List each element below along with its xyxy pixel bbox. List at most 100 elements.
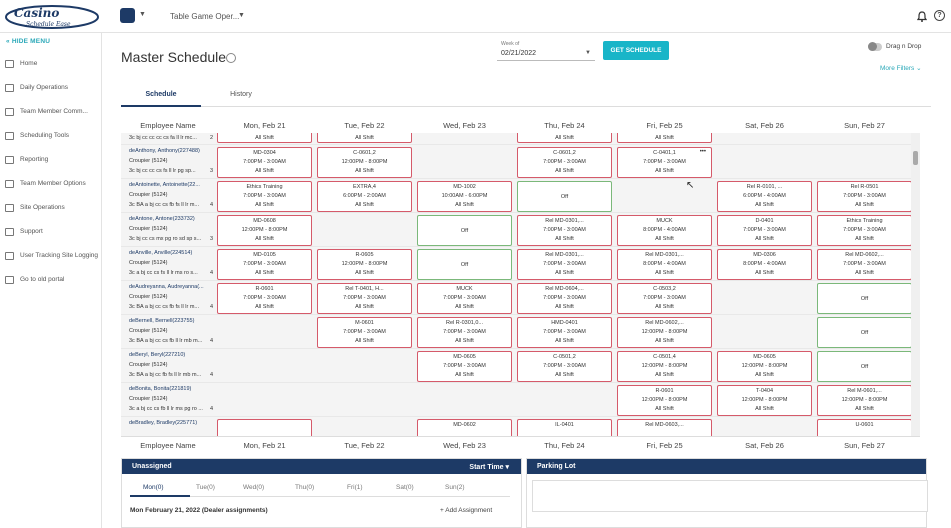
get-schedule-button[interactable]: GET SCHEDULE [603,41,669,60]
shift-cell[interactable]: MD-1002 10:00AM - 6:00PM All Shift [417,181,512,212]
app-switcher-icon[interactable] [120,8,135,23]
grid-scrollbar[interactable] [911,133,920,436]
employee-name[interactable]: deBradley, Bradley(225771) [129,420,198,426]
week-select[interactable]: 02/21/2022 ▼ [497,44,595,61]
shift-cell[interactable]: C-0501,4 12:00PM - 8:00PM All Shift [617,351,712,382]
shift-cell[interactable]: Rel M-0601,... 12:00PM - 8:00PM All Shift [817,385,911,416]
shift-cell[interactable]: MUCK 7:00PM - 3:00AM All Shift [417,283,512,314]
shift-cell[interactable]: R-0605 12:00PM - 8:00PM All Shift [317,249,412,280]
day-tab[interactable]: Fri(1) [347,484,363,491]
off-cell[interactable]: Off [817,283,911,314]
shift-cell[interactable]: All Shift [217,133,312,143]
employee-name-header[interactable]: Employee Name [140,441,196,450]
sidebar-item-8[interactable]: User Tracking Site Logging [0,249,102,265]
employee-name[interactable]: deBeryl, Beryl(227210) [129,352,186,358]
sidebar-item-3[interactable]: Scheduling Tools [0,129,102,145]
shift-cell[interactable]: T-0404 12:00PM - 8:00PM All Shift [717,385,812,416]
hide-menu-button[interactable]: « HIDE MENU [6,38,51,45]
shift-cell[interactable]: MD-0605 12:00PM - 8:00PM All Shift [717,351,812,382]
scrollbar-thumb[interactable] [913,151,918,165]
shift-cell[interactable]: Ethics Training 7:00PM - 3:00AM All Shift [817,215,911,246]
sidebar-item-9[interactable]: Go to old portal [0,273,102,289]
employee-name[interactable]: deAntone, Antone(233732) [129,216,195,222]
sidebar-item-4[interactable]: Reporting [0,153,102,169]
shift-cell[interactable]: HMD-0401 7:00PM - 3:00AM All Shift [517,317,612,348]
more-options-icon[interactable]: ••• [699,149,706,155]
shift-cell[interactable]: All Shift [317,133,412,143]
app-title[interactable]: Table Game Oper... [170,12,240,21]
shift-cell[interactable]: M-0601 7:00PM - 3:00AM All Shift [317,317,412,348]
sidebar-item-0[interactable]: Home [0,57,102,73]
shift-cell[interactable]: R-0601 12:00PM - 8:00PM All Shift [617,385,712,416]
sidebar-item-6[interactable]: Site Operations [0,201,102,217]
shift-cell[interactable]: C-0503,2 7:00PM - 3:00AM All Shift [617,283,712,314]
employee-name[interactable]: deBernell, Bernell(223755) [129,318,195,324]
off-cell[interactable]: Off [817,317,911,348]
employee-name[interactable]: deAnthony, Anthony(227488) [129,148,200,154]
day-tab[interactable]: Tue(0) [196,484,215,491]
drag-drop-toggle[interactable] [868,42,882,51]
sort-dropdown[interactable]: Start Time ▾ [469,463,509,471]
shift-cell[interactable]: MUCK 8:00PM - 4:00AM All Shift [617,215,712,246]
chevron-down-icon[interactable]: ▼ [238,12,245,19]
more-filters-link[interactable]: More Filters ⌄ [880,64,922,72]
shift-cell[interactable]: Rel T-0401, H... 7:00PM - 3:00AM All Shift [317,283,412,314]
shift-cell[interactable]: Rel R-0101, ... 6:00PM - 4:00AM All Shift [717,181,812,212]
shift-cell[interactable]: MD-0105 7:00PM - 3:00AM All Shift [217,249,312,280]
shift-cell[interactable]: Rel MD-0301,... 8:00PM - 4:00AM All Shift [617,249,712,280]
off-cell[interactable]: Off [817,351,911,382]
day-tab[interactable]: Mon(0) [143,484,164,491]
shift-cell[interactable]: C-0501,2 7:00PM - 3:00AM All Shift [517,351,612,382]
shift-cell[interactable]: Rel MD-0604,... 7:00PM - 3:00AM All Shift [517,283,612,314]
tab-history[interactable]: History [230,91,252,98]
chevron-down-icon[interactable]: ▼ [139,11,146,18]
employee-name[interactable]: deBonita, Bonita(221819) [129,386,192,392]
shift-cell[interactable]: Rel MD-0301,... 7:00PM - 3:00AM All Shift [517,249,612,280]
parking-lot-dropzone[interactable] [532,480,928,512]
shift-cell[interactable]: D-0401 7:00PM - 3:00AM All Shift [717,215,812,246]
shift-cell[interactable]: IL-0401 [517,419,612,436]
shift-cell[interactable]: Rel MD-0602,... 7:00PM - 3:00AM All Shift [817,249,911,280]
shift-cell[interactable]: All Shift [617,133,712,143]
shift-cell[interactable]: MD-0605 7:00PM - 3:00AM All Shift [417,351,512,382]
shift-cell[interactable]: MD-0602 [417,419,512,436]
shift-cell[interactable] [217,419,312,436]
casino-schedule-ease-logo[interactable]: Casino Schedule Ease [4,3,104,30]
help-icon[interactable]: ? [934,10,945,21]
options-icon[interactable] [226,53,236,63]
shift-cell[interactable]: Rel MD-0301,... 7:00PM - 3:00AM All Shift [517,215,612,246]
shift-cell[interactable]: C-0601,2 12:00PM - 8:00PM All Shift [317,147,412,178]
shift-cell[interactable]: Rel R-0301,0... 7:00PM - 3:00AM All Shift [417,317,512,348]
shift-cell[interactable]: Ethics Training 7:00PM - 3:00AM All Shift [217,181,312,212]
sidebar-item-2[interactable]: Team Member Comm... [0,105,102,121]
employee-name[interactable]: deAnville, Anville(224514) [129,250,193,256]
off-cell[interactable]: Off [517,181,612,212]
bell-icon[interactable] [917,11,927,22]
shift-cell[interactable]: C-0601,2 7:00PM - 3:00AM All Shift [517,147,612,178]
shift-cell[interactable]: C-0401,1 7:00PM - 3:00AM All Shift ••• [617,147,712,178]
shift-cell[interactable]: MD-0306 8:00PM - 4:00AM All Shift [717,249,812,280]
day-tab[interactable]: Thu(0) [295,484,315,491]
day-tab[interactable]: Sun(2) [445,484,465,491]
sidebar-item-5[interactable]: Team Member Options [0,177,102,193]
sidebar-item-1[interactable]: Daily Operations [0,81,102,97]
employee-name[interactable]: deAudreyanna, Audreyanna(... [129,284,204,290]
shift-cell[interactable]: EXTRA,4 6:00PM - 2:00AM All Shift [317,181,412,212]
add-assignment-button[interactable]: + Add Assignment [440,507,493,514]
day-tab[interactable]: Sat(0) [396,484,414,491]
shift-cell[interactable]: U-0601 [817,419,911,436]
off-cell[interactable]: Off [417,215,512,246]
off-cell[interactable]: Off [417,249,512,280]
shift-cell[interactable]: MD-0304 7:00PM - 3:00AM All Shift [217,147,312,178]
shift-cell[interactable]: MD-0608 12:00PM - 8:00PM All Shift [217,215,312,246]
shift-cell[interactable]: R-0601 7:00PM - 3:00AM All Shift [217,283,312,314]
shift-cell[interactable]: Rel MD-0603,... [617,419,712,436]
day-tab[interactable]: Wed(0) [243,484,265,491]
sidebar-item-7[interactable]: Support [0,225,102,241]
tab-schedule[interactable]: Schedule [145,91,177,98]
shift-cell[interactable]: All Shift [517,133,612,143]
shift-cell[interactable]: Rel MD-0602,... 12:00PM - 8:00PM All Shift [617,317,712,348]
employee-name-header[interactable]: Employee Name [140,121,196,130]
employee-name[interactable]: deAntoinette, Antoinette(22... [129,182,200,188]
shift-cell[interactable]: Rel R-0501 7:00PM - 3:00AM All Shift [817,181,911,212]
